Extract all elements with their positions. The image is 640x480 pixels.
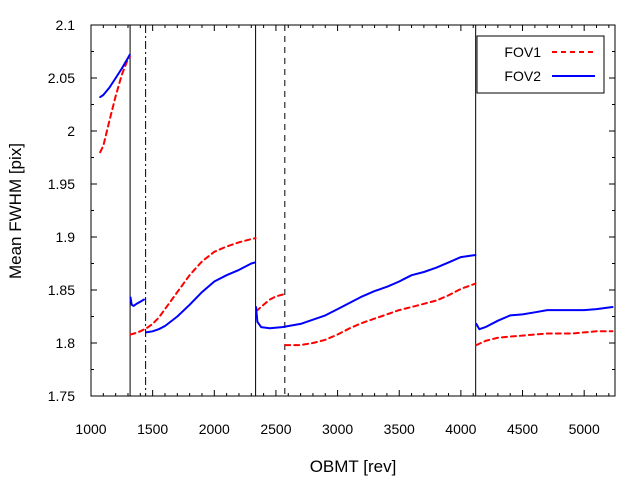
- x-tick-label: 4000: [445, 421, 476, 437]
- y-axis-label: Mean FWHM [pix]: [6, 143, 25, 279]
- x-tick-label: 1000: [75, 421, 106, 437]
- series-fov1-segment-2: [255, 293, 285, 313]
- series-lines: [99, 53, 614, 347]
- x-tick-label: 5000: [569, 421, 600, 437]
- y-tick-label: 2.05: [48, 70, 75, 86]
- x-tick-label: 3000: [322, 421, 353, 437]
- y-tick-label: 2.1: [56, 17, 76, 33]
- y-tick-label: 1.95: [48, 176, 75, 192]
- y-tick-label: 1.9: [56, 229, 76, 245]
- x-tick-label: 4500: [507, 421, 538, 437]
- x-tick-label: 2000: [199, 421, 230, 437]
- series-fov1-segment-1: [129, 237, 257, 336]
- x-axis-label: OBMT [rev]: [310, 457, 397, 476]
- series-fov2-segment-2: [144, 261, 256, 334]
- x-tick-label: 1500: [137, 421, 168, 437]
- series-fov1-segment-3: [284, 282, 477, 347]
- series-fov1-segment-4: [475, 330, 614, 347]
- legend-box: [476, 35, 605, 94]
- series-fov2-segment-4: [475, 306, 614, 331]
- x-tick-label: 2500: [260, 421, 291, 437]
- series-fov1-segment-0: [99, 55, 131, 154]
- y-tick-label: 2: [67, 123, 75, 139]
- series-fov2-segment-1: [129, 296, 145, 307]
- x-tick-label: 3500: [384, 421, 415, 437]
- y-tick-label: 1.75: [48, 388, 75, 404]
- series-fov2-segment-3: [255, 254, 477, 330]
- y-tick-label: 1.8: [56, 335, 76, 351]
- legend-label-fov2: FOV2: [504, 68, 541, 84]
- legend-label-fov1: FOV1: [504, 44, 541, 60]
- axes: 1000 1500 2000 2500 3000 3500 4000 4500 5000 1.75…: [48, 17, 615, 437]
- series-fov2-segment-0: [99, 53, 131, 99]
- y-tick-label: 1.85: [48, 282, 75, 298]
- legend: FOV1 FOV2: [476, 35, 605, 94]
- vertical-reference-lines: [129, 25, 477, 396]
